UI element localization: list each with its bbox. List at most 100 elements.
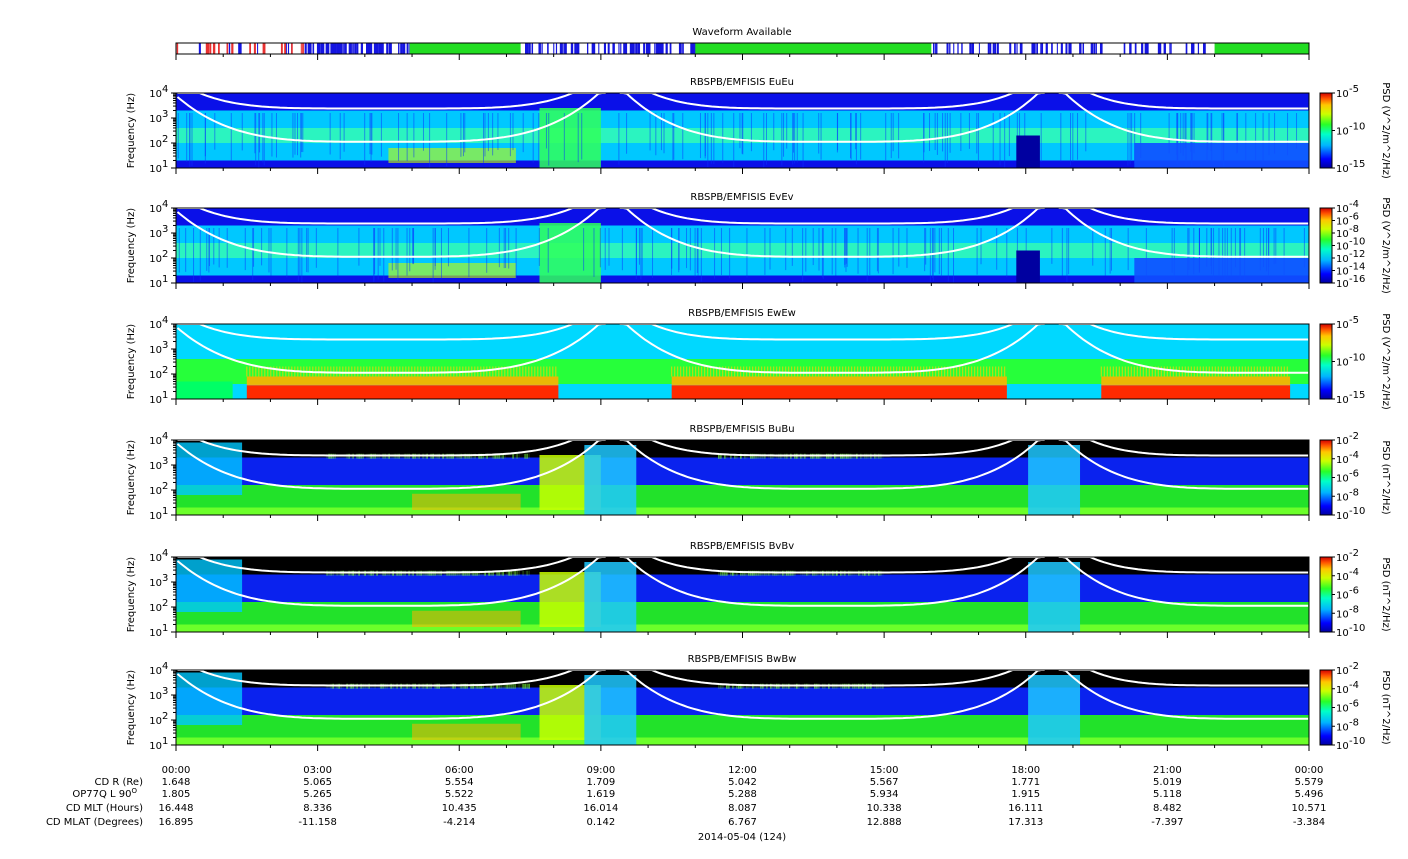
y-tick-label: 10 xyxy=(149,254,162,265)
ephemeris-label-mlat: CD MLAT (Degrees) xyxy=(46,817,143,828)
colorbar-tick-exponent: -5 xyxy=(1349,84,1359,95)
x-ticks xyxy=(175,515,1310,521)
colorbar-tick-exponent: -14 xyxy=(1349,262,1365,273)
colorbar-tick-exponent: -8 xyxy=(1349,604,1359,615)
spectrogram-texture xyxy=(176,670,1309,745)
ephemeris-value: 5.554 xyxy=(445,777,474,788)
y-tick-exponent: 4 xyxy=(162,548,168,559)
ephemeris-value: 5.522 xyxy=(445,789,474,800)
cyclotron-curves xyxy=(176,556,1309,607)
colorbar-tick-label: 10 xyxy=(1336,395,1349,406)
y-tick-label: 10 xyxy=(149,436,162,447)
ephemeris-value: 16.111 xyxy=(1008,803,1043,814)
ephemeris-value: 5.288 xyxy=(728,789,757,800)
ephemeris-value: 5.579 xyxy=(1295,777,1324,788)
date-label: 2014-05-04 (124) xyxy=(698,832,786,843)
spectrogram-texture xyxy=(176,223,1309,283)
ephemeris-value: 1.619 xyxy=(587,789,616,800)
colorbar-tick-label: 10 xyxy=(1336,358,1349,369)
panel-ylabel: Frequency (Hz) xyxy=(126,670,137,746)
time-label: 03:00 xyxy=(303,765,332,776)
colorbar-gradient xyxy=(1319,439,1333,516)
y-tick-exponent: 2 xyxy=(162,598,168,609)
spectrogram-texture xyxy=(176,108,1309,168)
y-tick-exponent: 4 xyxy=(162,431,168,442)
ephemeris-value: 1.709 xyxy=(587,777,616,788)
x-ticks xyxy=(175,399,1310,405)
y-tick-label: 10 xyxy=(149,578,162,589)
y-tick-exponent: 3 xyxy=(162,456,168,467)
spectrogram-texture xyxy=(176,440,1309,515)
waveform-segment-6 xyxy=(1214,43,1309,54)
colorbar-tick-exponent: -10 xyxy=(1349,122,1365,133)
y-tick-label: 10 xyxy=(149,716,162,727)
ephemeris-value: 16.448 xyxy=(159,803,194,814)
y-tick-exponent: 4 xyxy=(162,84,168,95)
y-tick-label: 10 xyxy=(149,628,162,639)
y-tick-label: 10 xyxy=(149,320,162,331)
colorbar-tick-exponent: -15 xyxy=(1349,159,1365,170)
colorbar-tick-exponent: -6 xyxy=(1349,586,1359,597)
time-label: 00:00 xyxy=(1295,765,1324,776)
colorbar-tick-exponent: -4 xyxy=(1349,567,1359,578)
ephemeris-label-mlt: CD MLT (Hours) xyxy=(66,803,143,814)
waveform-segment-0 xyxy=(176,43,310,54)
colorbar-tick-exponent: -5 xyxy=(1349,315,1359,326)
panel-ylabel: Frequency (Hz) xyxy=(126,324,137,400)
colorbar-tick-exponent: -8 xyxy=(1349,224,1359,235)
ephemeris-value: 5.496 xyxy=(1295,789,1324,800)
time-label: 06:00 xyxy=(445,765,474,776)
y-tick-label: 10 xyxy=(149,229,162,240)
y-tick-label: 10 xyxy=(149,204,162,215)
ephemeris-value: 12.888 xyxy=(867,817,902,828)
cyclotron-curves xyxy=(176,439,1309,490)
panel-ylabel: Frequency (Hz) xyxy=(126,208,137,284)
time-label: 12:00 xyxy=(728,765,757,776)
y-tick-exponent: 3 xyxy=(162,224,168,235)
colorbar-tick-label: 10 xyxy=(1336,722,1349,733)
colorbar-label: PSD (V^2/m^2/Hz) xyxy=(1380,197,1391,294)
colorbar-tick-label: 10 xyxy=(1336,741,1349,752)
colorbar-tick-exponent: -10 xyxy=(1349,623,1365,634)
colorbar-tick-label: 10 xyxy=(1336,474,1349,485)
x-ticks xyxy=(175,168,1310,174)
y-tick-exponent: 3 xyxy=(162,340,168,351)
colorbar-label: PSD (V^2/m^2/Hz) xyxy=(1380,82,1391,179)
cyclotron-curves xyxy=(176,669,1309,720)
waveform-segments xyxy=(176,43,1309,54)
y-tick-label: 10 xyxy=(149,511,162,522)
colorbar-tick-exponent: -4 xyxy=(1349,450,1359,461)
ephemeris-value: 16.014 xyxy=(583,803,618,814)
ephemeris-value: 5.042 xyxy=(728,777,757,788)
y-tick-label: 10 xyxy=(149,279,162,290)
ephemeris-value: 6.767 xyxy=(728,817,757,828)
y-tick-exponent: 2 xyxy=(162,481,168,492)
colorbar-tick-label: 10 xyxy=(1336,229,1349,240)
y-tick-exponent: 2 xyxy=(162,249,168,260)
colorbar-tick-exponent: -4 xyxy=(1349,680,1359,691)
y-tick-exponent: 1 xyxy=(162,390,168,401)
colorbar-tick-exponent: -12 xyxy=(1349,249,1365,260)
colorbar-tick-exponent: -6 xyxy=(1349,469,1359,480)
colorbar-label: PSD (nT^2/Hz) xyxy=(1380,440,1391,514)
ephemeris-value: 5.265 xyxy=(303,789,332,800)
colorbar-label: PSD (V^2/m^2/Hz) xyxy=(1380,313,1391,410)
ephemeris-value: 8.087 xyxy=(728,803,757,814)
colorbar-tick-label: 10 xyxy=(1336,267,1349,278)
y-tick-label: 10 xyxy=(149,603,162,614)
y-tick-label: 10 xyxy=(149,461,162,472)
colorbar-label: PSD (nT^2/Hz) xyxy=(1380,670,1391,744)
panel-title: RBSPB/EMFISIS EwEw xyxy=(688,308,796,319)
y-tick-exponent: 1 xyxy=(162,623,168,634)
colorbar-tick-label: 10 xyxy=(1336,591,1349,602)
time-label: 00:00 xyxy=(162,765,191,776)
colorbar-tick-exponent: -6 xyxy=(1349,212,1359,223)
